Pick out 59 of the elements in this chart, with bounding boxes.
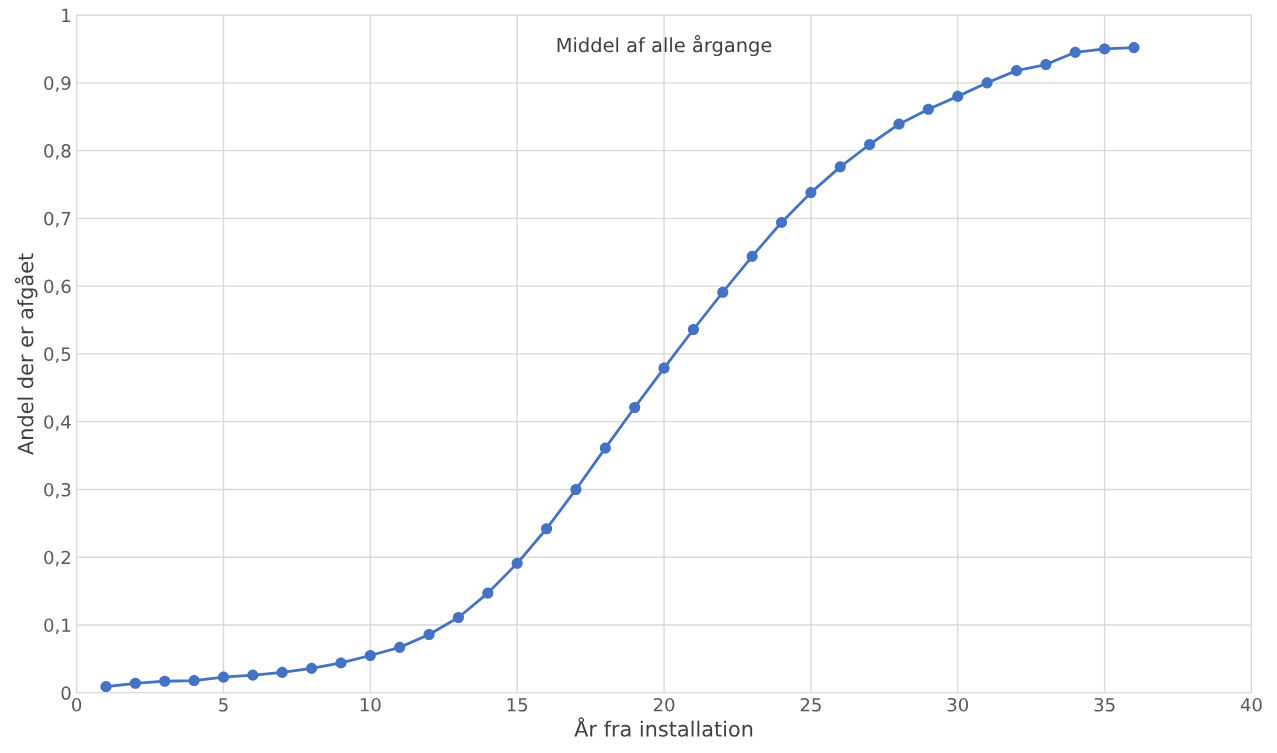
- x-axis-title: År fra installation: [574, 717, 753, 737]
- point: [394, 641, 406, 653]
- point: [893, 118, 905, 130]
- point: [599, 442, 611, 454]
- point: [1069, 46, 1081, 58]
- point: [511, 557, 523, 569]
- point: [188, 675, 200, 687]
- x-tick-label: 5: [219, 698, 228, 712]
- y-tick-label: 0,4: [44, 415, 71, 431]
- point: [452, 611, 464, 624]
- y-tick-label: 0: [61, 686, 71, 700]
- point: [687, 323, 699, 336]
- point: [423, 628, 435, 641]
- point: [1010, 65, 1023, 77]
- x-tick-label: 25: [800, 697, 821, 712]
- x-tick-label: 15: [507, 698, 528, 712]
- point: [1099, 43, 1111, 55]
- y-tick-label: 0,3: [44, 482, 71, 499]
- point: [805, 187, 817, 199]
- point: [864, 138, 876, 151]
- y-tick-label: 0,1: [44, 618, 71, 634]
- y-tick-label: 0,6: [44, 279, 71, 296]
- point: [276, 666, 288, 678]
- y-tick-label: 0,5: [44, 347, 71, 363]
- x-tick-label: 35: [1094, 697, 1115, 712]
- point: [834, 161, 846, 173]
- point: [335, 657, 347, 669]
- x-tick-label: 0: [72, 697, 82, 712]
- y-tick-label: 0,8: [44, 144, 71, 160]
- x-tick-label: 40: [1240, 697, 1262, 712]
- x-tick-label: 20: [653, 697, 675, 712]
- point: [1040, 58, 1052, 71]
- point: [981, 77, 993, 89]
- point: [541, 523, 553, 535]
- point: [1128, 42, 1140, 54]
- y-tick-label: 1: [62, 8, 71, 22]
- point: [717, 286, 729, 298]
- point: [159, 675, 171, 687]
- point: [629, 401, 641, 413]
- x-tick-label: 10: [360, 697, 381, 712]
- y-tick-label: 0,9: [44, 76, 71, 92]
- point: [100, 681, 112, 693]
- y-tick-label: 0,2: [44, 550, 70, 567]
- point: [217, 671, 230, 683]
- point: [952, 90, 964, 102]
- y-tick-label: 0,7: [44, 211, 71, 228]
- point: [658, 362, 670, 374]
- point: [570, 483, 582, 496]
- point: [922, 103, 934, 115]
- point: [775, 216, 788, 228]
- x-tick-label: 30: [947, 697, 969, 712]
- point: [129, 677, 141, 689]
- point: [364, 649, 376, 662]
- text: Middel af alle årgange: [557, 35, 772, 57]
- point: [746, 250, 758, 262]
- point: [482, 587, 494, 599]
- point: [247, 669, 259, 681]
- y-axis-title: Andel der er afgået: [14, 253, 38, 455]
- point: [306, 662, 318, 674]
